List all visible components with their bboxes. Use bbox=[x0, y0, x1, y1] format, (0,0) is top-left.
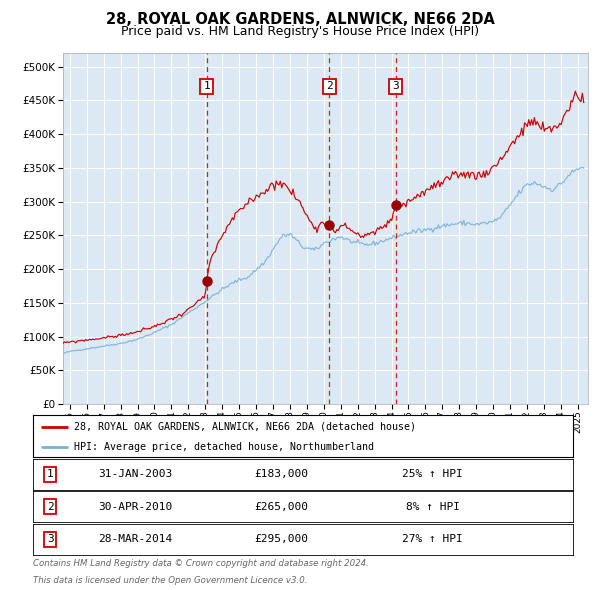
Text: This data is licensed under the Open Government Licence v3.0.: This data is licensed under the Open Gov… bbox=[33, 576, 308, 585]
Text: 27% ↑ HPI: 27% ↑ HPI bbox=[402, 535, 463, 544]
Text: £183,000: £183,000 bbox=[254, 470, 308, 479]
Text: 2: 2 bbox=[326, 81, 333, 91]
Text: 28, ROYAL OAK GARDENS, ALNWICK, NE66 2DA (detached house): 28, ROYAL OAK GARDENS, ALNWICK, NE66 2DA… bbox=[74, 422, 415, 432]
Text: Price paid vs. HM Land Registry's House Price Index (HPI): Price paid vs. HM Land Registry's House … bbox=[121, 25, 479, 38]
Text: 30-APR-2010: 30-APR-2010 bbox=[98, 502, 173, 512]
Text: Contains HM Land Registry data © Crown copyright and database right 2024.: Contains HM Land Registry data © Crown c… bbox=[33, 559, 369, 568]
Text: £265,000: £265,000 bbox=[254, 502, 308, 512]
Text: 1: 1 bbox=[203, 81, 210, 91]
Text: 25% ↑ HPI: 25% ↑ HPI bbox=[402, 470, 463, 479]
Text: 8% ↑ HPI: 8% ↑ HPI bbox=[406, 502, 460, 512]
Text: 1: 1 bbox=[47, 470, 53, 479]
Text: 31-JAN-2003: 31-JAN-2003 bbox=[98, 470, 173, 479]
Text: 2: 2 bbox=[47, 502, 53, 512]
Text: £295,000: £295,000 bbox=[254, 535, 308, 544]
Text: 3: 3 bbox=[392, 81, 399, 91]
Text: HPI: Average price, detached house, Northumberland: HPI: Average price, detached house, Nort… bbox=[74, 442, 373, 451]
Text: 28-MAR-2014: 28-MAR-2014 bbox=[98, 535, 173, 544]
Text: 3: 3 bbox=[47, 535, 53, 544]
Text: 28, ROYAL OAK GARDENS, ALNWICK, NE66 2DA: 28, ROYAL OAK GARDENS, ALNWICK, NE66 2DA bbox=[106, 12, 494, 27]
